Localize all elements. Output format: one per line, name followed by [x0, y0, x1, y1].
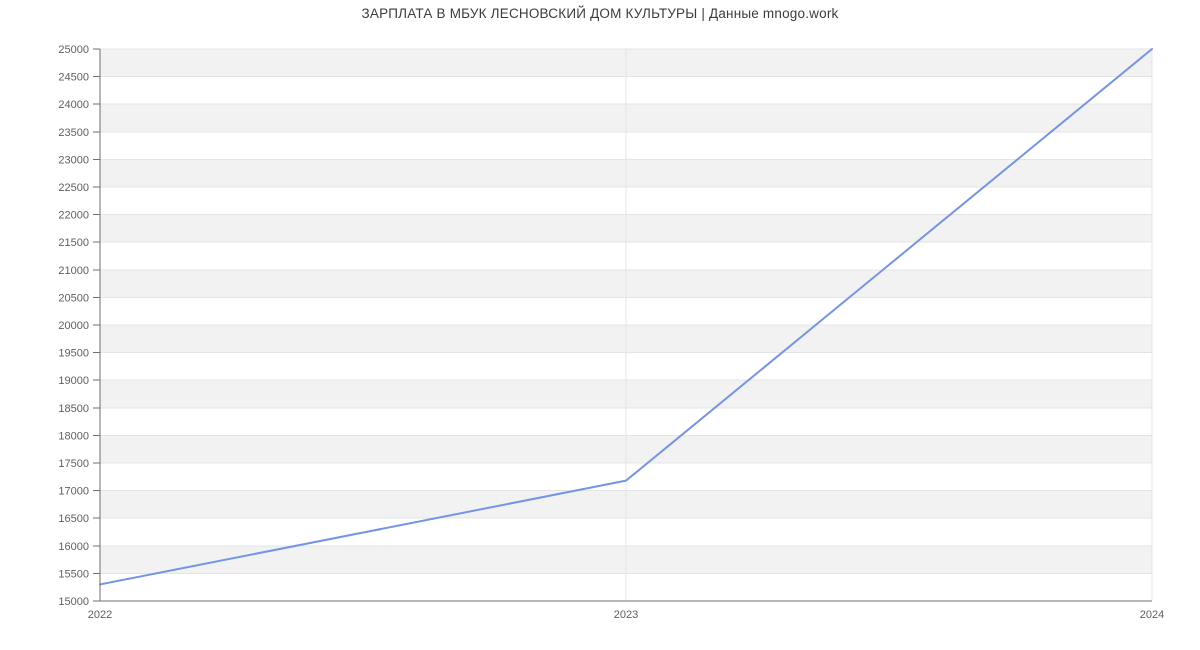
y-tick-label: 15000 — [58, 596, 89, 608]
y-tick-label: 18000 — [58, 430, 89, 442]
y-tick-label: 21500 — [58, 237, 89, 249]
salary-line-series[interactable] — [99, 48, 1153, 586]
y-tick-label: 17000 — [58, 486, 89, 498]
y-tick-label: 20500 — [58, 292, 89, 304]
y-tick-label: 24500 — [58, 72, 89, 84]
y-tick-label: 15500 — [58, 568, 89, 580]
x-tick-label: 2022 — [88, 609, 112, 621]
chart-title: ЗАРПЛАТА В МБУК ЛЕСНОВСКИЙ ДОМ КУЛЬТУРЫ … — [361, 6, 839, 21]
x-tick-label: 2023 — [614, 609, 638, 621]
y-tick-label: 19500 — [58, 348, 89, 360]
x-tick-label: 2024 — [1140, 609, 1164, 621]
y-tick-label: 21000 — [58, 265, 89, 277]
y-tick-label: 25000 — [58, 44, 89, 56]
y-tick-label: 18500 — [58, 403, 89, 415]
y-tick-label: 20000 — [58, 320, 89, 332]
y-tick-label: 19000 — [58, 375, 89, 387]
y-tick-label: 17500 — [58, 458, 89, 470]
y-tick-label: 23500 — [58, 127, 89, 139]
y-tick-label: 16000 — [58, 541, 89, 553]
y-tick-label: 22000 — [58, 210, 89, 222]
y-tick-label: 23000 — [58, 154, 89, 166]
y-tick-label: 22500 — [58, 182, 89, 194]
y-tick-label: 16500 — [58, 513, 89, 525]
y-tick-label: 24000 — [58, 99, 89, 111]
